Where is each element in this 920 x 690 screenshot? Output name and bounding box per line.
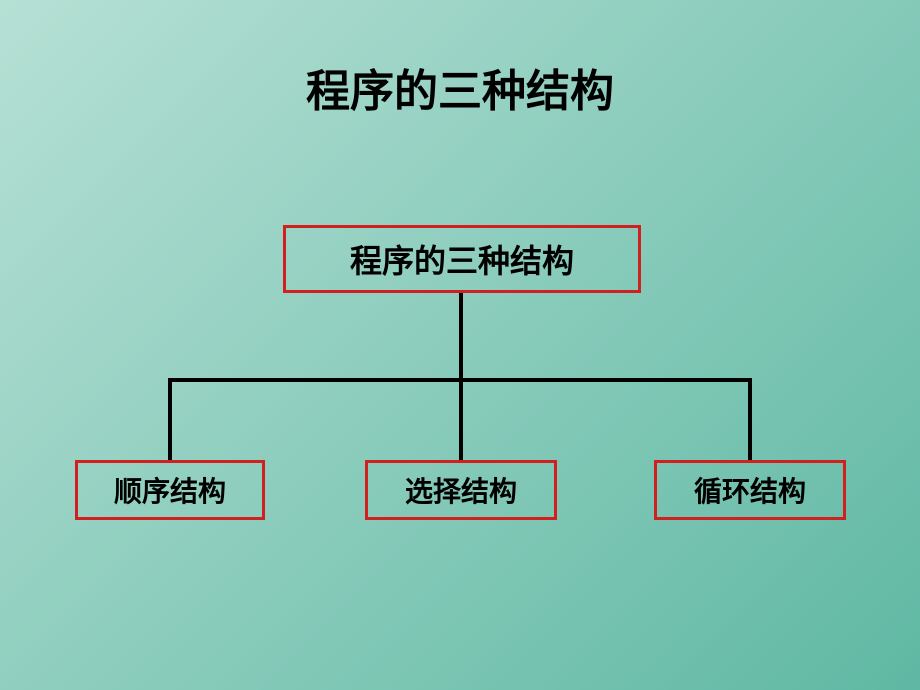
child-node-label-1: 选择结构	[405, 470, 517, 510]
root-node-box: 程序的三种结构	[283, 225, 641, 293]
connector-vertical-child-1	[459, 380, 463, 460]
connector-vertical-child-2	[748, 380, 752, 460]
child-node-box-0: 顺序结构	[75, 460, 265, 520]
child-node-label-2: 循环结构	[694, 470, 806, 510]
child-node-box-2: 循环结构	[654, 460, 846, 520]
connector-vertical-root	[459, 293, 463, 380]
child-node-label-0: 顺序结构	[114, 470, 226, 510]
connector-vertical-child-0	[168, 380, 172, 460]
root-node-label: 程序的三种结构	[350, 236, 574, 282]
slide-title: 程序的三种结构	[0, 55, 920, 119]
child-node-box-1: 选择结构	[365, 460, 557, 520]
